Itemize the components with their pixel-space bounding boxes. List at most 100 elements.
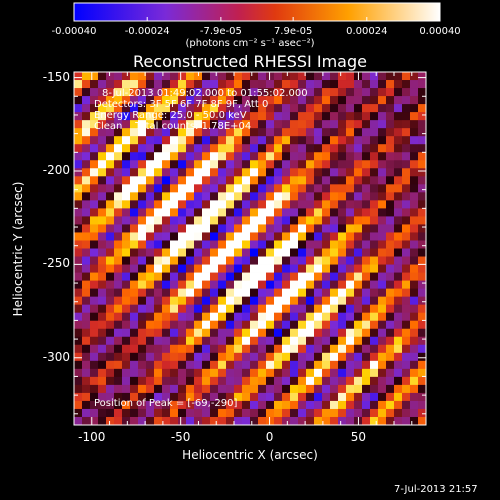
heatmap-cell [250,352,259,362]
heatmap-cell [162,120,171,129]
heatmap-cell [402,288,411,298]
heatmap-cell [202,184,211,193]
heatmap-cell [218,304,227,314]
heatmap-cell [98,416,107,426]
heatmap-cell [362,336,371,346]
heatmap-cell [170,408,179,418]
heatmap-cell [90,192,99,201]
heatmap-cell [226,80,235,89]
heatmap-cell [282,72,291,81]
heatmap-cell [354,80,363,89]
heatmap-cell [98,272,107,281]
heatmap-cell [394,376,403,386]
heatmap-cell [394,272,403,281]
heatmap-cell [298,368,307,378]
heatmap-cell [394,168,403,177]
heatmap-cell [202,384,211,394]
heatmap-cell [314,344,323,354]
heatmap-cell [154,144,163,153]
heatmap-cell [234,88,243,97]
heatmap-cell [194,152,203,161]
heatmap-cell [338,376,347,386]
heatmap-cell [234,376,243,386]
heatmap-cell [226,192,235,201]
heatmap-cell [322,256,331,265]
heatmap-cell [122,416,131,426]
heatmap-cell [290,416,299,426]
heatmap-cell [354,240,363,249]
heatmap-cell [322,344,331,354]
heatmap-cell [306,352,315,362]
heatmap-cell [378,152,387,161]
heatmap-cell [354,304,363,314]
heatmap-cell [330,288,339,298]
heatmap-cell [106,320,115,330]
heatmap-cell [354,376,363,386]
heatmap-cell [154,280,163,290]
heatmap-cell [370,136,379,145]
heatmap-cell [162,192,171,201]
heatmap-cell [170,104,179,113]
heatmap-cell [194,88,203,97]
heatmap-cell [354,336,363,346]
heatmap-cell [226,200,235,209]
heatmap-cell [226,376,235,386]
heatmap-cell [234,176,243,185]
heatmap-cell [186,144,195,153]
heatmap-cell [98,136,107,145]
heatmap-cell [410,296,419,306]
heatmap-cell [234,72,243,81]
heatmap-cell [378,104,387,113]
heatmap-cell [370,128,379,137]
heatmap-cell [90,120,99,129]
heatmap-cell [386,144,395,153]
heatmap-cell [418,312,427,322]
heatmap-cell [210,384,219,394]
heatmap-cell [186,168,195,177]
heatmap-cell [194,120,203,129]
heatmap-cell [106,272,115,281]
heatmap-cell [114,400,123,410]
heatmap-cell [266,392,275,402]
heatmap-cell [386,224,395,233]
heatmap-cell [274,224,283,233]
heatmap-cell [410,312,419,322]
heatmap-cell [226,288,235,298]
heatmap-cell [338,384,347,394]
heatmap-cell [170,176,179,185]
heatmap-cell [394,224,403,233]
heatmap-cell [290,232,299,241]
heatmap-cell [194,328,203,338]
heatmap-cell [394,264,403,273]
heatmap-cell [274,312,283,322]
heatmap-cell [330,184,339,193]
heatmap-cell [338,176,347,185]
heatmap-cell [178,96,187,105]
heatmap-cell [170,312,179,322]
heatmap-cell [154,376,163,386]
heatmap-cell [186,264,195,273]
heatmap-cell [250,192,259,201]
heatmap-cell [82,368,91,378]
heatmap-cell [234,152,243,161]
heatmap-cell [314,216,323,225]
heatmap-cell [362,288,371,298]
heatmap-cell [346,384,355,394]
heatmap-cell [210,336,219,346]
heatmap-cell [162,88,171,97]
heatmap-cell [154,304,163,314]
heatmap-cell [186,72,195,81]
heatmap-cell [250,208,259,217]
heatmap-cell [234,336,243,346]
heatmap-cell [282,96,291,105]
heatmap-cell [394,328,403,338]
heatmap-cell [210,392,219,402]
heatmap-cell [306,72,315,81]
heatmap-cell [354,344,363,354]
heatmap-cell [346,320,355,330]
heatmap-cell [402,80,411,89]
heatmap-cell [178,360,187,370]
heatmap-cell [410,216,419,225]
heatmap-cell [194,104,203,113]
heatmap-cell [130,192,139,201]
